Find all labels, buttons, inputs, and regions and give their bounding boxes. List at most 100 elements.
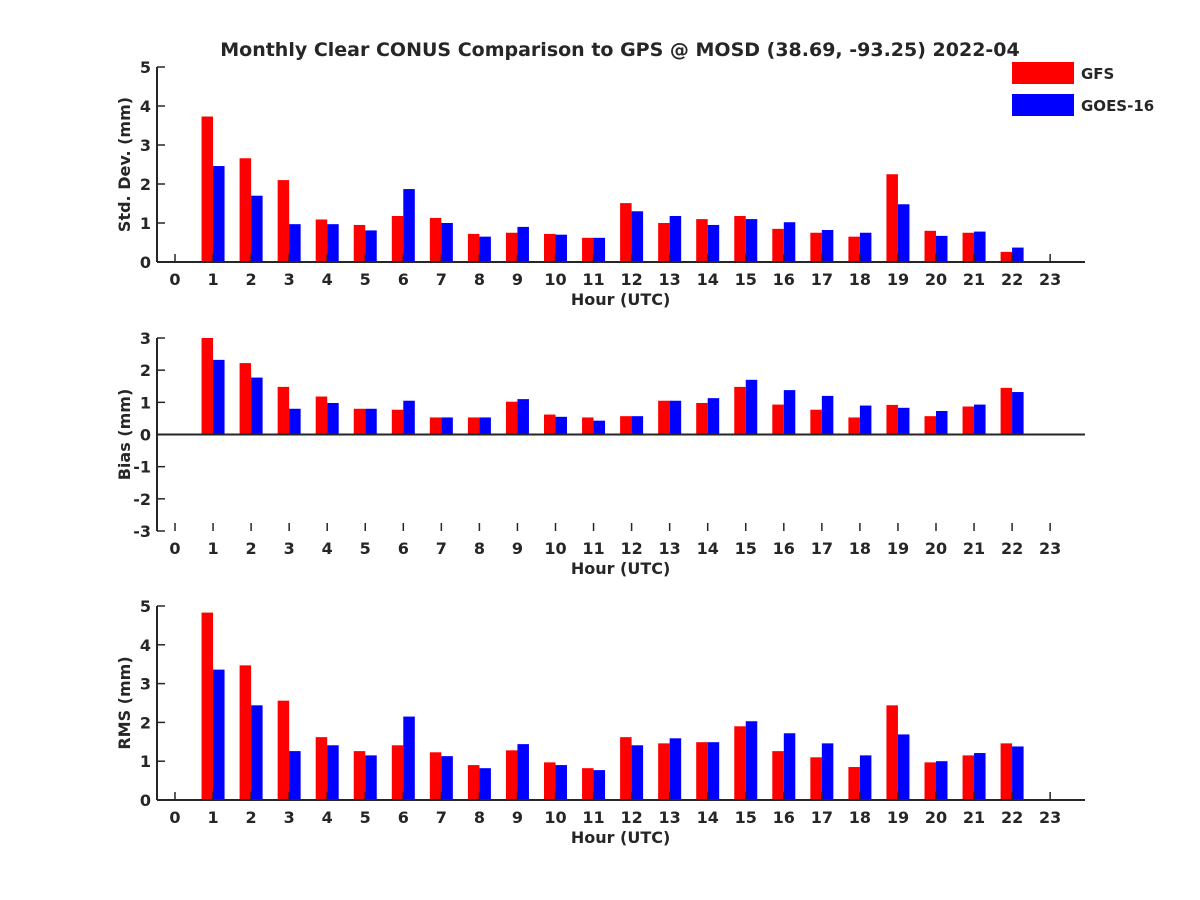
x-tick-label: 22 — [1001, 539, 1023, 558]
bar-goes-16-hour-10 — [555, 765, 567, 800]
x-tick-label: 4 — [322, 539, 333, 558]
bar-goes-16-hour-10 — [555, 234, 567, 262]
bar-goes-16-hour-9 — [517, 744, 529, 800]
x-tick-label: 15 — [735, 270, 757, 289]
x-tick-label: 3 — [284, 808, 295, 827]
bar-goes-16-hour-16 — [783, 733, 796, 800]
x-tick-label: 7 — [436, 270, 447, 289]
x-tick-label: 13 — [659, 270, 681, 289]
bar-gfs-hour-14 — [696, 402, 708, 435]
bar-goes-16-hour-18 — [859, 405, 872, 435]
bar-goes-16-hour-19 — [897, 407, 910, 435]
bar-goes-16-hour-20 — [936, 761, 948, 800]
y-axis-label: Bias (mm) — [115, 389, 134, 481]
x-tick-label: 7 — [436, 808, 447, 827]
x-tick-label: 12 — [620, 539, 642, 558]
bar-gfs-hour-19 — [886, 404, 898, 435]
bar-goes-16-hour-6 — [403, 189, 415, 262]
bar-gfs-hour-22 — [1000, 251, 1013, 262]
x-tick-label: 14 — [697, 270, 719, 289]
bar-goes-16-hour-6 — [403, 716, 415, 800]
bar-gfs-hour-11 — [582, 237, 594, 262]
x-tick-label: 18 — [849, 808, 871, 827]
bar-goes-16-hour-17 — [821, 743, 834, 800]
bar-gfs-hour-12 — [620, 203, 632, 262]
x-tick-label: 7 — [436, 539, 447, 558]
bar-gfs-hour-6 — [391, 745, 404, 800]
bar-goes-16-hour-12 — [631, 416, 644, 435]
x-tick-label: 12 — [620, 808, 642, 827]
x-tick-label: 6 — [398, 270, 409, 289]
bar-gfs-hour-3 — [277, 700, 290, 800]
y-tick-label: 3 — [140, 675, 151, 694]
y-tick-label: 1 — [140, 393, 151, 412]
bar-gfs-hour-18 — [848, 236, 860, 262]
y-tick-label: 5 — [140, 58, 151, 77]
bar-goes-16-hour-4 — [327, 745, 339, 800]
bar-goes-16-hour-12 — [631, 211, 644, 262]
bar-gfs-hour-5 — [353, 224, 366, 262]
legend-label: GOES-16 — [1081, 97, 1154, 115]
bar-goes-16-hour-14 — [707, 224, 720, 262]
bar-goes-16-hour-18 — [859, 232, 872, 262]
y-tick-label: 1 — [140, 214, 151, 233]
x-tick-label: 23 — [1039, 539, 1061, 558]
x-tick-label: 9 — [512, 539, 523, 558]
bar-goes-16-hour-1 — [213, 359, 225, 435]
x-tick-label: 18 — [849, 270, 871, 289]
bar-gfs-hour-11 — [582, 417, 594, 435]
bar-goes-16-hour-2 — [251, 705, 263, 800]
x-tick-label: 6 — [398, 808, 409, 827]
bar-goes-16-hour-9 — [517, 226, 529, 262]
x-tick-label: 16 — [773, 270, 795, 289]
x-tick-label: 10 — [544, 539, 566, 558]
bar-goes-16-hour-8 — [479, 236, 491, 262]
y-tick-label: 2 — [140, 175, 151, 194]
bar-goes-16-hour-4 — [327, 224, 339, 262]
x-tick-label: 21 — [963, 270, 985, 289]
bar-gfs-hour-2 — [239, 158, 252, 262]
bar-goes-16-hour-19 — [897, 734, 910, 800]
bar-gfs-hour-21 — [962, 755, 975, 800]
bar-gfs-hour-10 — [544, 414, 556, 435]
x-tick-label: 8 — [474, 270, 485, 289]
bar-goes-16-hour-17 — [821, 395, 834, 435]
bar-goes-16-hour-12 — [631, 745, 644, 800]
bar-gfs-hour-14 — [696, 742, 708, 800]
bar-goes-16-hour-13 — [669, 400, 682, 435]
bar-goes-16-hour-15 — [745, 721, 758, 800]
x-tick-label: 2 — [246, 539, 257, 558]
x-tick-label: 8 — [474, 808, 485, 827]
y-tick-label: -1 — [133, 458, 151, 477]
bar-goes-16-hour-16 — [783, 390, 796, 435]
bar-gfs-hour-16 — [772, 404, 784, 435]
x-tick-label: 17 — [811, 808, 833, 827]
bar-gfs-hour-11 — [582, 768, 594, 800]
x-tick-label: 6 — [398, 539, 409, 558]
bar-gfs-hour-16 — [772, 228, 784, 262]
bar-gfs-hour-20 — [924, 762, 936, 800]
x-tick-label: 11 — [582, 539, 604, 558]
bar-gfs-hour-4 — [315, 737, 328, 800]
y-tick-label: 0 — [140, 791, 151, 810]
x-tick-label: 13 — [659, 808, 681, 827]
bar-goes-16-hour-2 — [251, 377, 263, 435]
x-tick-label: 0 — [169, 270, 180, 289]
x-axis-label: Hour (UTC) — [571, 828, 671, 847]
x-tick-label: 4 — [322, 270, 333, 289]
bar-goes-16-hour-22 — [1012, 247, 1024, 262]
x-tick-label: 21 — [963, 808, 985, 827]
bar-goes-16-hour-5 — [365, 408, 377, 435]
bar-gfs-hour-9 — [505, 401, 518, 435]
x-tick-label: 0 — [169, 808, 180, 827]
x-tick-label: 19 — [887, 808, 909, 827]
x-tick-label: 8 — [474, 539, 485, 558]
bar-gfs-hour-14 — [696, 219, 708, 262]
x-tick-label: 22 — [1001, 808, 1023, 827]
bar-gfs-hour-21 — [962, 232, 975, 262]
x-tick-label: 10 — [544, 270, 566, 289]
x-tick-label: 20 — [925, 539, 947, 558]
